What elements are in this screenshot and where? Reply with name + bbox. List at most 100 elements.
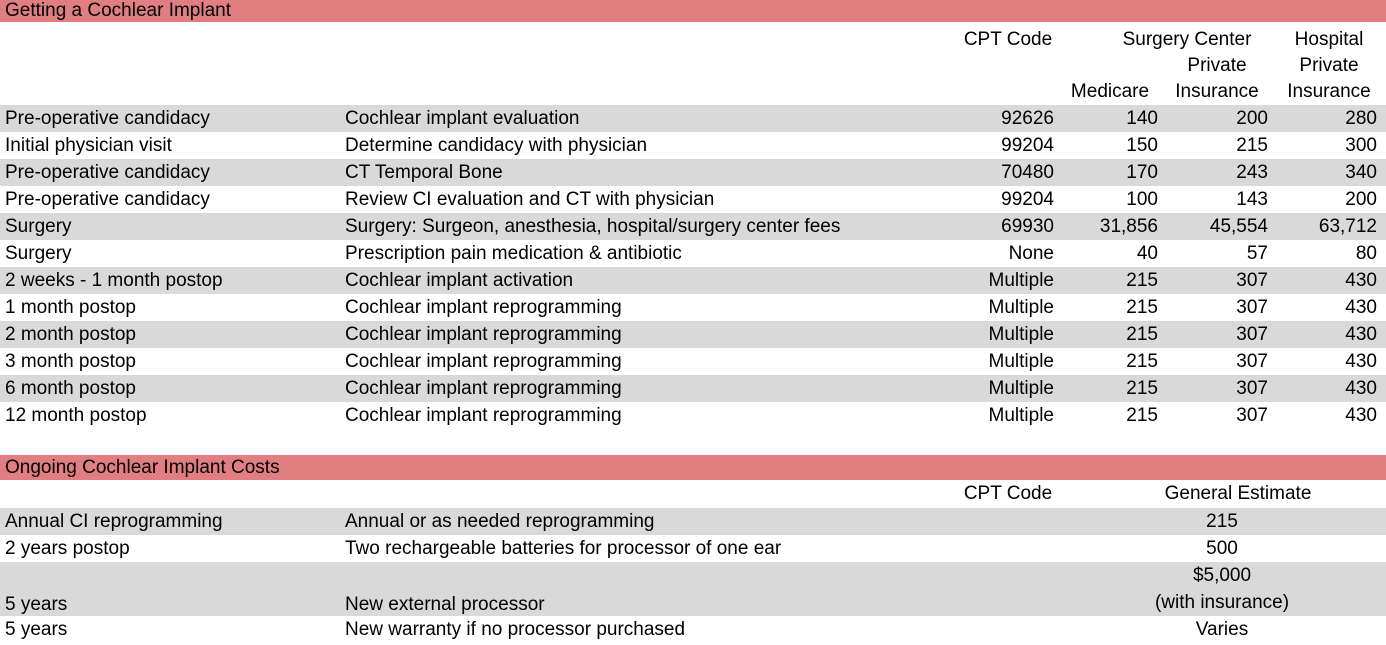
table-row: 5 years New external processor $5,000 (w…: [0, 562, 1386, 616]
hospital-header: Hospital: [1294, 29, 1364, 50]
general-estimate-header: General Estimate: [1164, 483, 1312, 504]
hospital-private-cell: 430: [1345, 404, 1377, 426]
estimate-cell: Varies: [1195, 618, 1249, 640]
description-cell: Cochlear implant activation: [345, 269, 574, 291]
description-cell: Surgery: Surgeon, anesthesia, hospital/s…: [345, 215, 841, 237]
cpt-code-cell: Multiple: [988, 350, 1054, 372]
stage-cell: 5 years: [5, 594, 68, 615]
hospital-private-cell: 200: [1345, 188, 1377, 210]
stage-cell: Pre-operative candidacy: [5, 188, 210, 210]
hospital-private-cell: 430: [1345, 269, 1377, 291]
table-row: 12 month postop Cochlear implant reprogr…: [0, 402, 1386, 429]
table-row: 2 years postop Two rechargeable batterie…: [0, 535, 1386, 562]
stage-cell: 5 years: [5, 618, 68, 640]
cpt-code-header: CPT Code: [963, 483, 1053, 504]
ongoing-costs-table: CPT Code General Estimate Annual CI repr…: [0, 480, 1386, 643]
stage-cell: Pre-operative candidacy: [5, 107, 210, 129]
description-cell: Determine candidacy with physician: [345, 134, 648, 156]
description-cell: Cochlear implant reprogramming: [345, 404, 622, 426]
surgery-private-cell: 215: [1236, 134, 1268, 156]
table-row: Surgery Surgery: Surgeon, anesthesia, ho…: [0, 213, 1386, 240]
description-cell: CT Temporal Bone: [345, 161, 503, 183]
medicare-cell: 215: [1126, 404, 1158, 426]
cpt-code-cell: Multiple: [988, 296, 1054, 318]
table-row: 2 weeks - 1 month postop Cochlear implan…: [0, 267, 1386, 294]
estimate-line-2: (with insurance): [1154, 592, 1290, 613]
description-cell: Cochlear implant reprogramming: [345, 296, 622, 318]
table-row: Pre-operative candidacy CT Temporal Bone…: [0, 159, 1386, 186]
table-row: 6 month postop Cochlear implant reprogra…: [0, 375, 1386, 402]
medicare-cell: 31,856: [1099, 215, 1158, 237]
hospital-private-cell: 430: [1345, 296, 1377, 318]
stage-cell: 3 month postop: [5, 350, 136, 372]
stage-cell: Surgery: [5, 215, 72, 237]
header-spacer: [0, 79, 1058, 105]
estimate-line-1: $5,000: [1192, 565, 1252, 586]
surgery-insurance-header: Insurance: [1175, 81, 1259, 102]
section1-title-bar: Getting a Cochlear Implant: [0, 0, 1386, 22]
header-row-3: Medicare Insurance Insurance: [0, 79, 1386, 105]
surgery-private-cell: 307: [1236, 296, 1268, 318]
stage-cell: 2 years postop: [5, 537, 130, 559]
hospital-insurance-header: Insurance: [1287, 81, 1371, 102]
table-row: 2 month postop Cochlear implant reprogra…: [0, 321, 1386, 348]
cpt-code-cell: 92626: [1001, 107, 1054, 129]
table-row: Initial physician visit Determine candid…: [0, 132, 1386, 159]
medicare-cell: 215: [1126, 296, 1158, 318]
surgery-private-cell: 45,554: [1209, 215, 1268, 237]
medicare-cell: 40: [1136, 242, 1158, 264]
cpt-code-header: CPT Code: [963, 29, 1053, 50]
surgery-private-header: Private: [1187, 55, 1247, 76]
stage-cell: Pre-operative candidacy: [5, 161, 210, 183]
stage-cell: Initial physician visit: [5, 134, 172, 156]
medicare-cell: 215: [1126, 269, 1158, 291]
stage-cell: 1 month postop: [5, 296, 136, 318]
hospital-private-cell: 430: [1345, 323, 1377, 345]
surgery-center-header: Surgery Center: [1122, 29, 1252, 50]
cpt-code-cell: Multiple: [988, 377, 1054, 399]
table-row: Annual CI reprogramming Annual or as nee…: [0, 508, 1386, 535]
header-spacer: [0, 53, 1162, 79]
table-row: Pre-operative candidacy Review CI evalua…: [0, 186, 1386, 213]
cpt-code-cell: Multiple: [988, 269, 1054, 291]
header-row-2: Private Private: [0, 53, 1386, 79]
table-row: Pre-operative candidacy Cochlear implant…: [0, 105, 1386, 132]
surgery-private-cell: 307: [1236, 323, 1268, 345]
medicare-cell: 140: [1126, 107, 1158, 129]
description-cell: Cochlear implant reprogramming: [345, 377, 622, 399]
cpt-code-cell: 99204: [1001, 188, 1054, 210]
table-row: 5 years New warranty if no processor pur…: [0, 616, 1386, 643]
cpt-code-cell: None: [1008, 242, 1054, 264]
header-row-1: CPT Code Surgery Center Hospital: [0, 27, 1386, 53]
estimate-cell: 215: [1206, 510, 1238, 532]
hospital-private-cell: 280: [1345, 107, 1377, 129]
medicare-cell: 215: [1126, 377, 1158, 399]
ongoing-costs-table-header: CPT Code General Estimate: [0, 480, 1386, 508]
getting-ci-table: CPT Code Surgery Center Hospital Private…: [0, 27, 1386, 429]
estimate-cell: 500: [1206, 537, 1238, 559]
stage-cell: 2 month postop: [5, 323, 136, 345]
medicare-cell: 100: [1126, 188, 1158, 210]
surgery-private-cell: 143: [1236, 188, 1268, 210]
header-row: CPT Code General Estimate: [0, 480, 1386, 508]
description-cell: Two rechargeable batteries for processor…: [345, 537, 782, 559]
section2-title-bar: Ongoing Cochlear Implant Costs: [0, 455, 1386, 480]
section2-title: Ongoing Cochlear Implant Costs: [5, 457, 280, 478]
medicare-header: Medicare: [1070, 81, 1150, 102]
cpt-code-cell: 69930: [1001, 215, 1054, 237]
surgery-private-cell: 200: [1236, 107, 1268, 129]
description-cell: New warranty if no processor purchased: [345, 618, 686, 640]
hospital-private-cell: 340: [1345, 161, 1377, 183]
cpt-code-cell: Multiple: [988, 323, 1054, 345]
cpt-code-cell: [958, 508, 1058, 535]
medicare-cell: 150: [1126, 134, 1158, 156]
description-cell: Prescription pain medication & antibioti…: [345, 242, 682, 264]
description-cell: Cochlear implant reprogramming: [345, 323, 622, 345]
stage-cell: 6 month postop: [5, 377, 136, 399]
description-cell: Cochlear implant reprogramming: [345, 350, 622, 372]
hospital-private-cell: 80: [1355, 242, 1377, 264]
header-spacer: [0, 27, 958, 53]
description-cell: New external processor: [345, 594, 545, 615]
table-row: 3 month postop Cochlear implant reprogra…: [0, 348, 1386, 375]
stage-cell: Surgery: [5, 242, 72, 264]
